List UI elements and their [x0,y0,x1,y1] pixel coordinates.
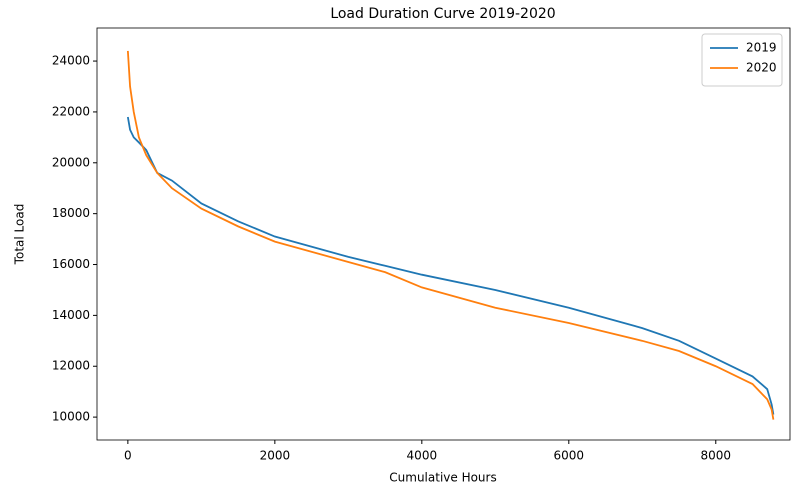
x-tick-label: 0 [124,449,132,463]
y-tick-label: 12000 [52,359,90,373]
series-line [126,50,775,420]
chart-title: Load Duration Curve 2019-2020 [330,6,555,22]
y-tick-label: 24000 [52,54,90,68]
y-tick-label: 10000 [52,410,90,424]
x-tick-label: 2000 [260,449,291,463]
y-tick-label: 22000 [52,104,90,118]
x-tick-label: 6000 [554,449,585,463]
y-tick-label: 18000 [52,206,90,220]
legend-box [701,33,783,87]
y-tick-label: 20000 [52,155,90,169]
y-axis-label: Total Load [13,204,27,266]
x-tick-label: 8000 [701,449,732,463]
plot-frame [96,27,791,441]
series-line [126,116,775,415]
y-tick-label: 16000 [52,257,90,271]
y-tick-label: 14000 [52,308,90,322]
x-tick-label: 4000 [407,449,438,463]
x-axis-label: Cumulative Hours [389,471,496,485]
legend-label: 2019 [746,41,777,55]
legend-label: 2020 [746,61,777,75]
